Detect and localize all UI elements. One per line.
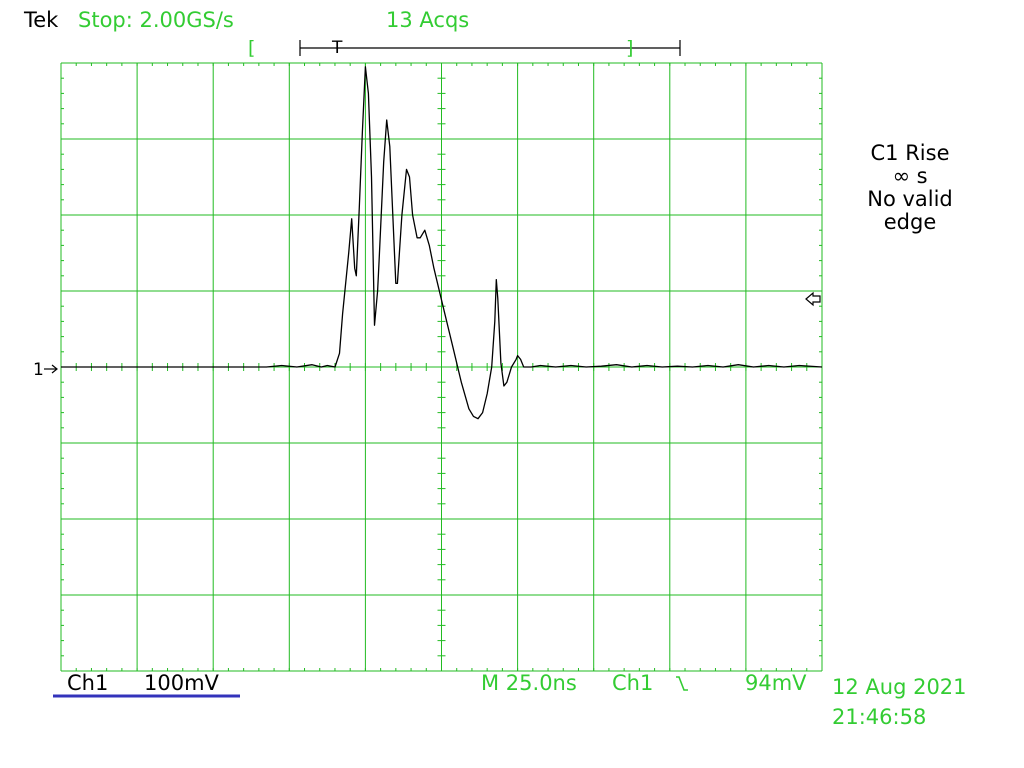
horizontal-scale[interactable]: M 25.0ns <box>481 671 577 695</box>
trigger-position-marker: T <box>331 38 343 58</box>
channel1-waveform <box>61 66 823 420</box>
falling-edge-icon <box>676 676 688 691</box>
acquisition-status: Stop: 2.00GS/s <box>78 8 234 32</box>
graticule <box>60 62 823 672</box>
measurement-name: C1 Rise <box>870 141 950 165</box>
measurement-value: ∞ s <box>892 164 928 188</box>
channel1-label[interactable]: Ch1 <box>67 671 109 695</box>
record-length-indicator <box>299 40 681 56</box>
channel1-volts-per-div[interactable]: 100mV <box>144 671 219 695</box>
time-label: 21:46:58 <box>832 705 927 729</box>
date-label: 12 Aug 2021 <box>832 675 967 699</box>
trigger-level[interactable]: 94mV <box>745 671 807 695</box>
measurement-status-detail: edge <box>883 210 937 234</box>
channel1-ground-arrow-icon[interactable] <box>44 364 58 374</box>
record-window-right-bracket: ] <box>626 37 633 59</box>
trigger-level-arrow-icon[interactable] <box>805 291 821 307</box>
channel1-ground-marker[interactable]: 1 <box>33 360 44 380</box>
measurement-status: No valid <box>867 187 953 211</box>
acquisition-count: 13 Acqs <box>386 8 470 32</box>
trigger-source[interactable]: Ch1 <box>612 671 654 695</box>
record-window-left-bracket: [ <box>248 37 255 59</box>
brand-label: Tek <box>24 8 59 32</box>
measurement-readout: C1 Rise ∞ s No valid edge <box>834 142 986 234</box>
